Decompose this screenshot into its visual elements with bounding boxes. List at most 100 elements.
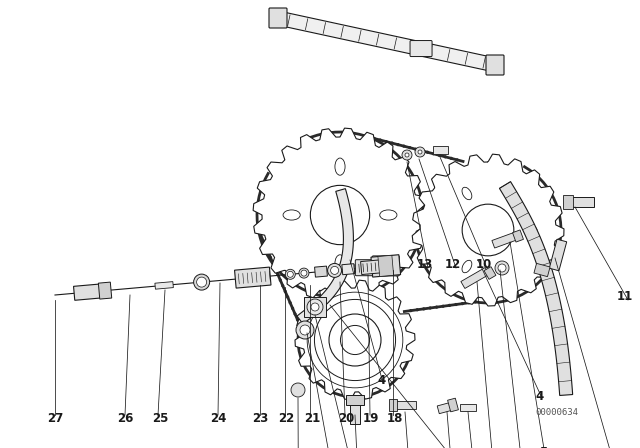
Circle shape xyxy=(462,204,514,256)
Circle shape xyxy=(269,256,272,259)
Circle shape xyxy=(194,274,210,290)
Circle shape xyxy=(495,261,509,275)
Ellipse shape xyxy=(335,255,345,272)
Polygon shape xyxy=(499,181,573,396)
FancyBboxPatch shape xyxy=(372,256,399,276)
Polygon shape xyxy=(460,405,476,412)
Ellipse shape xyxy=(524,226,537,234)
Circle shape xyxy=(422,307,426,310)
Circle shape xyxy=(442,305,445,308)
Polygon shape xyxy=(378,255,394,276)
Circle shape xyxy=(307,299,323,315)
Circle shape xyxy=(328,263,342,277)
Circle shape xyxy=(415,147,425,157)
Circle shape xyxy=(444,155,447,159)
Polygon shape xyxy=(549,239,566,271)
Polygon shape xyxy=(412,154,564,306)
Circle shape xyxy=(293,312,296,315)
Circle shape xyxy=(262,239,265,242)
Polygon shape xyxy=(350,396,360,424)
Polygon shape xyxy=(447,398,458,412)
Text: 23: 23 xyxy=(252,412,268,425)
Circle shape xyxy=(426,151,429,154)
Circle shape xyxy=(450,157,453,160)
Circle shape xyxy=(300,325,310,335)
Ellipse shape xyxy=(462,260,472,273)
Ellipse shape xyxy=(283,210,300,220)
Circle shape xyxy=(287,271,293,277)
FancyBboxPatch shape xyxy=(410,41,432,56)
Text: 13: 13 xyxy=(417,258,433,271)
Text: 21: 21 xyxy=(304,412,320,425)
FancyBboxPatch shape xyxy=(355,260,375,276)
Circle shape xyxy=(296,321,314,339)
Circle shape xyxy=(281,284,284,287)
Circle shape xyxy=(454,303,458,306)
Circle shape xyxy=(310,185,370,245)
Circle shape xyxy=(435,306,438,309)
Circle shape xyxy=(271,262,275,265)
Ellipse shape xyxy=(462,187,472,200)
Circle shape xyxy=(266,250,269,254)
Text: 24: 24 xyxy=(210,412,226,425)
Polygon shape xyxy=(534,263,550,277)
Circle shape xyxy=(331,267,339,274)
Circle shape xyxy=(379,138,382,142)
Circle shape xyxy=(372,137,376,140)
Circle shape xyxy=(340,325,369,354)
Circle shape xyxy=(448,304,451,307)
Circle shape xyxy=(418,150,422,154)
Circle shape xyxy=(291,383,305,397)
Text: 11: 11 xyxy=(617,290,633,303)
Circle shape xyxy=(390,142,394,145)
Text: 4: 4 xyxy=(378,374,386,387)
Circle shape xyxy=(286,296,289,299)
Polygon shape xyxy=(297,189,353,324)
Circle shape xyxy=(329,314,381,366)
Circle shape xyxy=(403,145,406,148)
Text: 18: 18 xyxy=(387,412,403,425)
FancyBboxPatch shape xyxy=(486,55,504,75)
Polygon shape xyxy=(566,197,594,207)
Circle shape xyxy=(415,308,419,311)
Ellipse shape xyxy=(380,210,397,220)
Circle shape xyxy=(298,323,301,327)
Circle shape xyxy=(264,245,268,248)
Polygon shape xyxy=(304,297,326,317)
Polygon shape xyxy=(234,267,271,288)
FancyBboxPatch shape xyxy=(269,8,287,28)
Text: 12: 12 xyxy=(445,258,461,271)
Text: 5: 5 xyxy=(539,447,547,448)
Circle shape xyxy=(414,147,417,151)
Text: 00000634: 00000634 xyxy=(535,408,579,417)
Circle shape xyxy=(274,267,277,271)
Polygon shape xyxy=(253,128,427,302)
Polygon shape xyxy=(342,264,355,275)
Polygon shape xyxy=(99,282,112,299)
Circle shape xyxy=(296,318,299,321)
Text: 19: 19 xyxy=(363,412,379,425)
Polygon shape xyxy=(389,399,397,411)
Circle shape xyxy=(284,290,287,293)
Text: 27: 27 xyxy=(47,412,63,425)
Circle shape xyxy=(432,152,435,155)
Text: 26: 26 xyxy=(117,412,133,425)
Polygon shape xyxy=(563,195,573,209)
Circle shape xyxy=(438,154,441,157)
Polygon shape xyxy=(276,11,497,72)
Circle shape xyxy=(402,150,412,160)
Polygon shape xyxy=(295,280,415,400)
Polygon shape xyxy=(371,255,401,277)
Circle shape xyxy=(461,302,464,305)
Circle shape xyxy=(196,277,207,287)
Circle shape xyxy=(385,140,388,143)
Text: 25: 25 xyxy=(152,412,168,425)
Polygon shape xyxy=(437,402,452,414)
Circle shape xyxy=(314,299,396,380)
Polygon shape xyxy=(484,267,496,280)
Circle shape xyxy=(396,143,399,146)
Polygon shape xyxy=(492,232,518,248)
Polygon shape xyxy=(461,267,489,289)
Polygon shape xyxy=(346,395,364,405)
Polygon shape xyxy=(513,230,524,242)
